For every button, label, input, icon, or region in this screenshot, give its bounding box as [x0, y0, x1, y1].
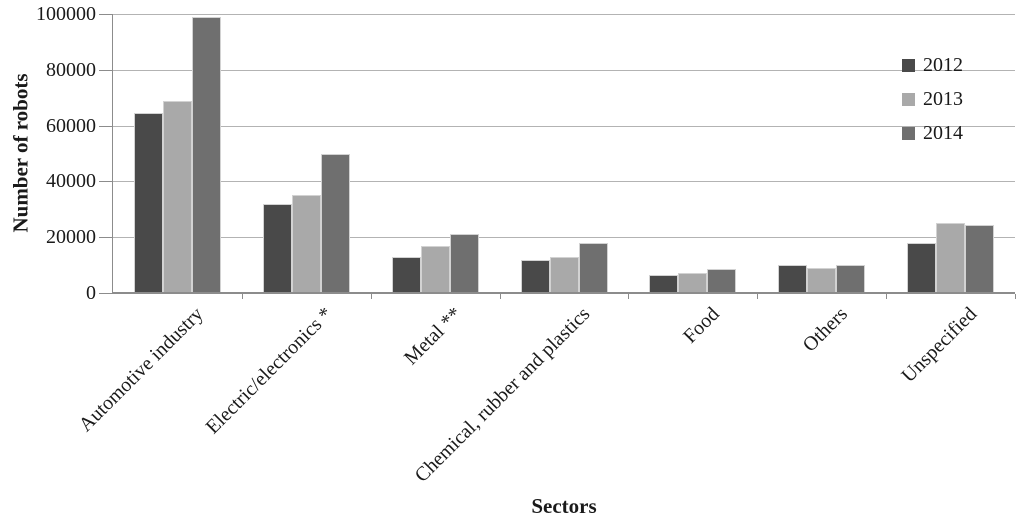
bar-2012-electric-electronics: [262, 203, 292, 293]
y-tick-label-0: 0: [86, 282, 96, 304]
bar-group-electric-electronics: [242, 14, 371, 293]
x-category-label-others: Others: [799, 303, 853, 357]
y-tick-label-20000: 20000: [46, 226, 96, 249]
x-tick-mark-4: [628, 294, 630, 299]
x-tick-mark-5: [757, 294, 759, 299]
bar-2013-chemical-rubber-and-plastics: [549, 256, 579, 293]
x-category-label-electric-electronics: Electric/electronics *: [201, 303, 337, 439]
bar-2014-automotive-industry: [191, 16, 221, 293]
bar-2013-automotive-industry: [162, 100, 192, 293]
y-tick-label-100000: 100000: [36, 3, 96, 25]
legend-item-2012: 2012: [902, 48, 963, 82]
bar-2014-chemical-rubber-and-plastics: [578, 242, 608, 293]
bar-group-others: [757, 14, 886, 293]
bar-2013-unspecified: [936, 223, 966, 293]
bar-group-metal: [371, 14, 500, 293]
plot-area: 2012 2013 2014: [113, 14, 1015, 293]
x-tick-mark-2: [370, 294, 372, 299]
y-tick-label-60000: 60000: [46, 114, 96, 137]
bar-group-unspecified: [886, 14, 1015, 293]
bar-2013-electric-electronics: [291, 195, 321, 293]
y-axis-title: Number of robots: [8, 73, 33, 233]
gridline-80000: [113, 69, 1015, 71]
y-tick-mark-0: [99, 293, 112, 294]
x-axis-line: [112, 292, 1015, 294]
y-tick-label-80000: 80000: [46, 58, 96, 81]
bar-2013-metal: [420, 245, 450, 293]
bar-2014-others: [836, 265, 866, 293]
bar-2012-unspecified: [907, 242, 937, 293]
bar-2013-others: [807, 267, 837, 293]
x-category-label-food: Food: [678, 303, 724, 348]
bar-groups: [113, 14, 1015, 293]
bar-2014-unspecified: [965, 224, 995, 293]
legend-item-2014: 2014: [902, 116, 963, 150]
bar-2014-electric-electronics: [320, 153, 350, 293]
x-category-label-metal: Metal **: [399, 303, 466, 370]
gridline-100000: [113, 14, 1015, 15]
x-tick-mark-3: [499, 294, 501, 299]
bar-2012-chemical-rubber-and-plastics: [520, 259, 550, 293]
gridline-20000: [113, 237, 1015, 239]
legend-label-2013: 2013: [923, 88, 963, 110]
bar-group-chemical-rubber-and-plastics: [500, 14, 629, 293]
x-axis-title: Sectors: [531, 494, 597, 518]
legend: 2012 2013 2014: [902, 48, 963, 150]
y-tick-mark-80000: [99, 69, 112, 71]
y-tick-mark-40000: [99, 181, 112, 183]
legend-swatch-2012: [902, 58, 915, 72]
bar-2014-metal: [449, 234, 479, 293]
x-category-label-automotive-industry: Automotive industry: [74, 303, 208, 437]
legend-swatch-2013: [902, 92, 915, 106]
x-tick-mark-1: [241, 294, 243, 299]
bar-2012-automotive-industry: [133, 113, 163, 293]
y-tick-mark-100000: [99, 14, 112, 15]
y-tick-label-40000: 40000: [46, 170, 96, 193]
y-tick-mark-20000: [99, 237, 112, 239]
y-tick-mark-60000: [99, 125, 112, 127]
x-category-label-unspecified: Unspecified: [897, 303, 982, 387]
bar-group-automotive-industry: [113, 14, 242, 293]
y-axis-line: [112, 14, 113, 293]
bar-2012-metal: [391, 256, 421, 293]
bar-2012-others: [778, 265, 808, 293]
x-tick-mark-7: [1015, 294, 1016, 299]
bar-2014-food: [707, 269, 737, 293]
gridline-40000: [113, 181, 1015, 183]
bar-2013-food: [678, 273, 708, 293]
gridline-60000: [113, 125, 1015, 127]
bar-2012-food: [649, 274, 679, 293]
x-tick-mark-6: [886, 294, 888, 299]
legend-label-2012: 2012: [923, 54, 963, 76]
legend-label-2014: 2014: [923, 122, 963, 144]
bar-group-food: [628, 14, 757, 293]
legend-item-2013: 2013: [902, 82, 963, 116]
legend-swatch-2014: [902, 126, 915, 140]
